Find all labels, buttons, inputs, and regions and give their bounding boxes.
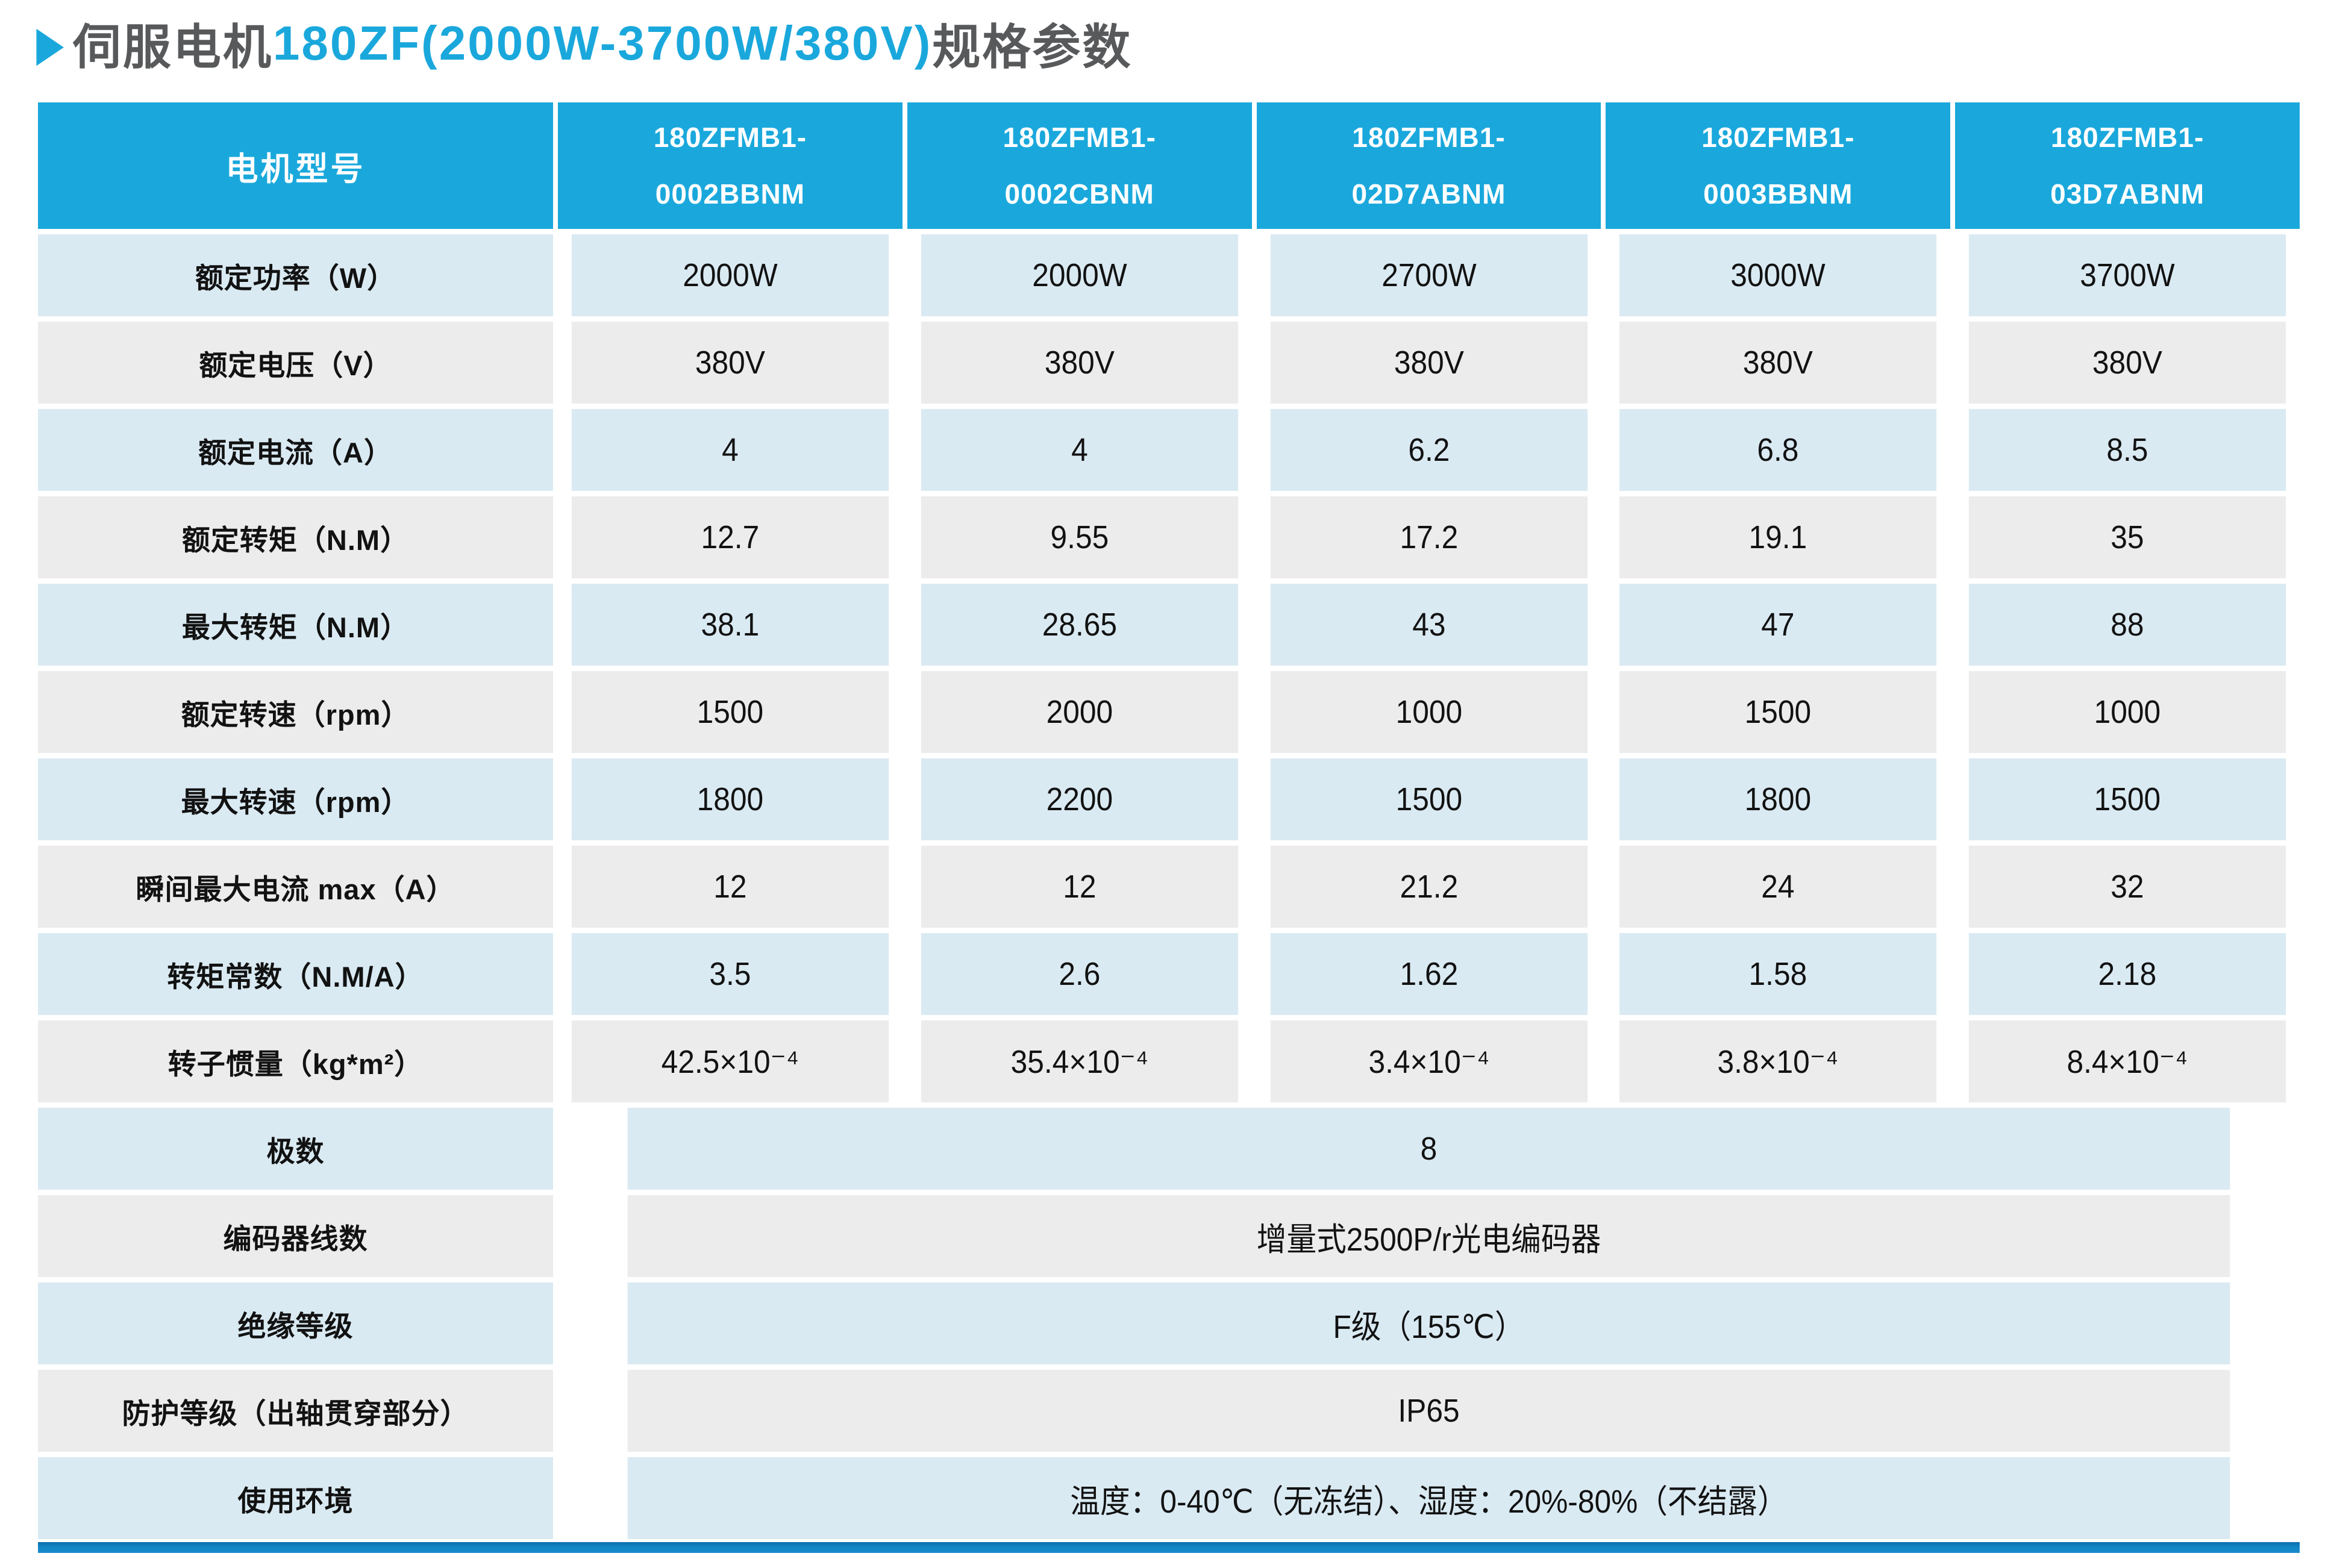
spec-value: 1.58 — [1619, 933, 1937, 1015]
spec-value: 8.5 — [1969, 409, 2286, 491]
spec-value: 2000W — [571, 234, 889, 316]
spec-value: 21.2 — [1270, 846, 1588, 928]
spec-value: 19.1 — [1619, 496, 1937, 578]
spec-value: 1000 — [1270, 671, 1588, 753]
column-header-model-5: 180ZFMB1- 03D7ABNM — [1955, 102, 2300, 229]
spec-value: 17.2 — [1270, 496, 1588, 578]
spec-value: 35 — [1969, 496, 2286, 578]
spec-value: 1500 — [1969, 758, 2286, 840]
title-prefix: 伺服电机 — [72, 20, 273, 74]
spec-value: 8.4×10⁻⁴ — [1969, 1020, 2286, 1102]
row-label-pole-count: 极数 — [38, 1108, 553, 1190]
row-label-rated-voltage: 额定电压（V） — [38, 322, 553, 404]
spec-table: 电机型号 180ZFMB1- 0002BBNM 180ZFMB1- 0002CB… — [38, 102, 2300, 1539]
spec-value: 42.5×10⁻⁴ — [571, 1020, 889, 1102]
row-label-max-speed: 最大转速（rpm） — [38, 758, 553, 840]
spec-value: 3000W — [1619, 234, 1937, 316]
spec-value: 32 — [1969, 846, 2286, 928]
row-label-operating-environment: 使用环境 — [38, 1457, 553, 1539]
spec-value: 380V — [1619, 322, 1937, 404]
spec-value: 43 — [1270, 584, 1588, 666]
spec-value: 1500 — [571, 671, 889, 753]
spec-value: 35.4×10⁻⁴ — [921, 1020, 1238, 1102]
row-label-instant-max-current: 瞬间最大电流 max（A） — [38, 846, 553, 928]
spec-value: 380V — [1969, 322, 2286, 404]
row-label-rated-current: 额定电流（A） — [38, 409, 553, 491]
row-label-rated-speed: 额定转速（rpm） — [38, 671, 553, 753]
spec-value: 12 — [571, 846, 889, 928]
spec-value-merged: 增量式2500P/r光电编码器 — [627, 1195, 2230, 1277]
spec-value: 1500 — [1619, 671, 1937, 753]
spec-value: 2000 — [921, 671, 1238, 753]
spec-value: 3700W — [1969, 234, 2286, 316]
bottom-accent-bar — [38, 1542, 2300, 1553]
spec-value: 12.7 — [571, 496, 889, 578]
spec-value: 2.6 — [921, 933, 1238, 1015]
spec-value: 6.8 — [1619, 409, 1937, 491]
spec-value: 380V — [1270, 322, 1588, 404]
row-label-rated-power: 额定功率（W） — [38, 234, 553, 316]
spec-value-merged: F级（155℃） — [627, 1282, 2230, 1364]
spec-value: 1000 — [1969, 671, 2286, 753]
spec-value: 2700W — [1270, 234, 1588, 316]
right-triangle-icon: ▶ — [36, 16, 66, 70]
spec-value-merged: IP65 — [627, 1370, 2230, 1452]
row-label-encoder-lines: 编码器线数 — [38, 1195, 553, 1277]
column-header-motor-model: 电机型号 — [38, 102, 553, 229]
row-label-protection-rating: 防护等级（出轴贯穿部分） — [38, 1370, 553, 1452]
spec-value: 47 — [1619, 584, 1937, 666]
column-header-model-3: 180ZFMB1- 02D7ABNM — [1256, 102, 1601, 229]
row-label-max-torque: 最大转矩（N.M） — [38, 584, 553, 666]
spec-value: 2000W — [921, 234, 1238, 316]
title-model-range: 180ZF(2000W-3700W/380V) — [272, 16, 933, 70]
spec-value: 2200 — [921, 758, 1238, 840]
spec-value: 3.8×10⁻⁴ — [1619, 1020, 1937, 1102]
row-label-rated-torque: 额定转矩（N.M） — [38, 496, 553, 578]
spec-value-merged: 温度：0-40℃（无冻结）、湿度：20%-80%（不结露） — [627, 1457, 2230, 1539]
spec-value: 28.65 — [921, 584, 1238, 666]
spec-value: 3.5 — [571, 933, 889, 1015]
spec-value: 4 — [921, 409, 1238, 491]
column-header-model-1: 180ZFMB1- 0002BBNM — [558, 102, 903, 229]
title-suffix: 规格参数 — [932, 20, 1133, 74]
page-title: ▶ 伺服电机 180ZF(2000W-3700W/380V) 规格参数 — [34, 8, 1132, 78]
row-label-rotor-inertia: 转子惯量（kg*m²） — [38, 1020, 553, 1102]
column-header-model-4: 180ZFMB1- 0003BBNM — [1606, 102, 1951, 229]
spec-value: 24 — [1619, 846, 1937, 928]
spec-value: 1800 — [571, 758, 889, 840]
spec-value: 4 — [571, 409, 889, 491]
spec-value: 38.1 — [571, 584, 889, 666]
spec-value: 1800 — [1619, 758, 1937, 840]
spec-value: 9.55 — [921, 496, 1238, 578]
spec-value-merged: 8 — [627, 1108, 2230, 1190]
spec-value: 88 — [1969, 584, 2286, 666]
column-header-model-2: 180ZFMB1- 0002CBNM — [907, 102, 1252, 229]
spec-value: 380V — [921, 322, 1238, 404]
spec-value: 2.18 — [1969, 933, 2286, 1015]
spec-value: 6.2 — [1270, 409, 1588, 491]
spec-value: 380V — [571, 322, 889, 404]
spec-value: 12 — [921, 846, 1238, 928]
spec-value: 1.62 — [1270, 933, 1588, 1015]
row-label-torque-constant: 转矩常数（N.M/A） — [38, 933, 553, 1015]
spec-value: 3.4×10⁻⁴ — [1270, 1020, 1588, 1102]
spec-value: 1500 — [1270, 758, 1588, 840]
row-label-insulation-class: 绝缘等级 — [38, 1282, 553, 1364]
